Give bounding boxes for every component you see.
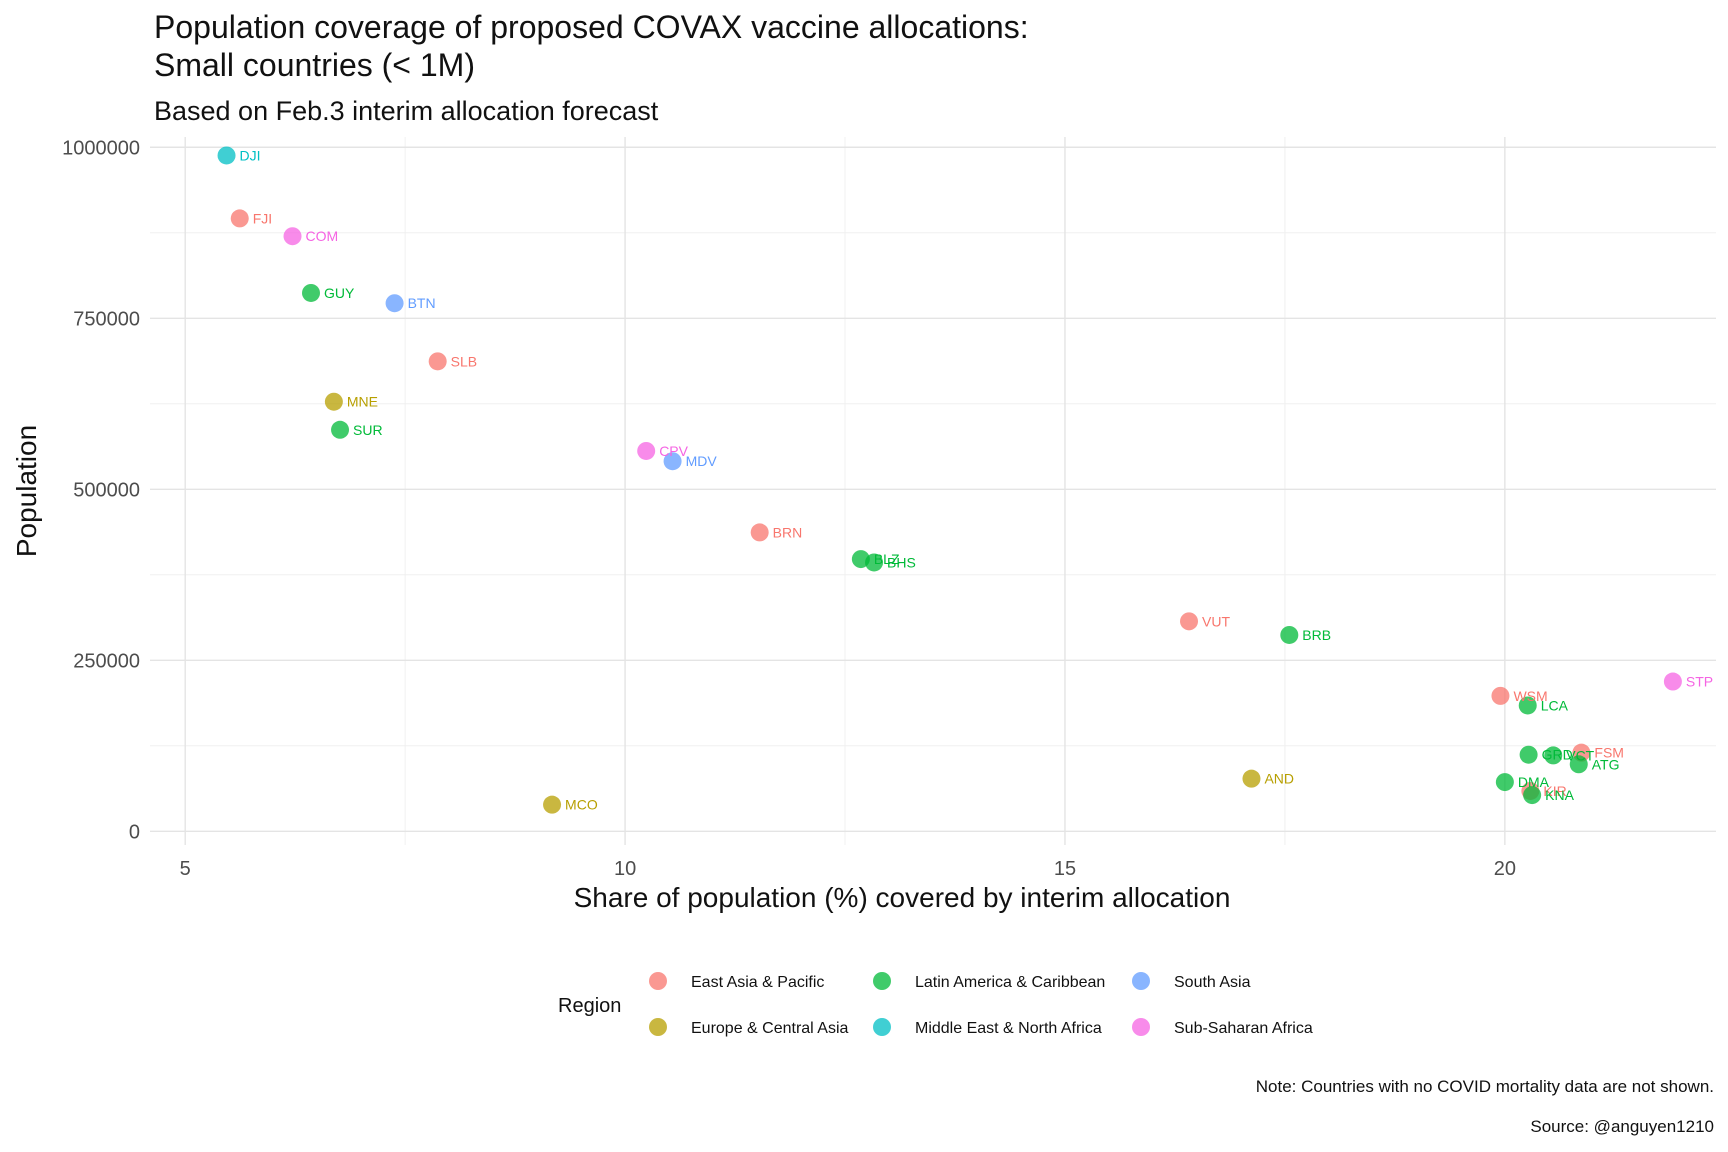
point-label: FJI [253, 210, 272, 226]
data-point [1523, 786, 1542, 805]
data-point [324, 392, 343, 411]
data-point [385, 294, 404, 313]
data-point [750, 523, 769, 542]
legend-swatch [873, 972, 891, 990]
chart-title-line-1: Population coverage of proposed COVAX va… [154, 9, 1029, 45]
legend-label: Europe & Central Asia [691, 1020, 849, 1037]
chart-subtitle: Based on Feb.3 interim allocation foreca… [154, 96, 659, 126]
x-tick-label: 15 [1054, 858, 1076, 880]
data-point [1518, 696, 1537, 715]
chart-note: Note: Countries with no COVID mortality … [1255, 1077, 1714, 1096]
data-point [1544, 746, 1563, 765]
legend-label: East Asia & Pacific [691, 974, 824, 991]
legend-swatch [649, 972, 667, 990]
y-tick-label: 0 [129, 821, 140, 843]
point-label: CPV [659, 443, 688, 459]
data-point [1280, 625, 1299, 644]
legend-label: Latin America & Caribbean [915, 974, 1105, 991]
point-label: COM [306, 228, 339, 244]
point-label: STP [1686, 674, 1713, 690]
point-label: AND [1264, 771, 1294, 787]
point-label: BLZ [874, 551, 900, 567]
data-point [637, 441, 656, 460]
y-tick-label: 250000 [73, 650, 140, 672]
data-point [1495, 773, 1514, 792]
point-label: FSM [1594, 745, 1624, 761]
legend-swatch [1132, 972, 1150, 990]
point-label: SLB [451, 353, 477, 369]
point-label: BHS [887, 554, 916, 570]
point-label: DJI [240, 147, 261, 163]
chart-title-line-2: Small countries (< 1M) [154, 47, 475, 83]
data-point [1242, 769, 1261, 788]
y-tick-label: 1000000 [62, 137, 140, 159]
data-point [865, 553, 884, 572]
point-label: ATG [1592, 756, 1620, 772]
x-axis-title: Share of population (%) covered by inter… [574, 882, 1231, 913]
point-label: BRB [1302, 627, 1331, 643]
chart-title: Population coverage of proposed COVAX va… [154, 8, 1029, 84]
data-point [331, 420, 350, 439]
point-label: VCT [1566, 747, 1594, 763]
chart-source: Source: @anguyen1210 [1530, 1117, 1714, 1136]
point-label: MNE [347, 394, 378, 410]
data-point [1180, 612, 1199, 631]
point-label: LCA [1541, 697, 1569, 713]
point-label: KIR [1543, 783, 1566, 799]
data-point [230, 209, 249, 228]
legend-label: Middle East & North Africa [915, 1020, 1102, 1037]
legend-title: Region [558, 995, 621, 1017]
legend-swatch [649, 1018, 667, 1036]
data-point [543, 795, 562, 814]
data-point [1519, 745, 1538, 764]
legend-label: South Asia [1174, 974, 1251, 991]
point-label: MDV [686, 453, 718, 469]
point-label: WSM [1513, 688, 1547, 704]
data-point [1663, 672, 1682, 691]
x-tick-label: 20 [1494, 858, 1516, 880]
point-label: DMA [1518, 774, 1550, 790]
data-point [663, 452, 682, 471]
x-tick-label: 10 [614, 858, 636, 880]
data-point [428, 352, 447, 371]
point-label: KNA [1545, 787, 1574, 803]
y-axis-title: Population [11, 425, 42, 557]
point-label: MCO [565, 797, 598, 813]
data-point [283, 227, 302, 246]
y-tick-label: 500000 [73, 479, 140, 501]
data-point [1569, 755, 1588, 774]
data-point [1491, 686, 1510, 705]
x-tick-label: 5 [180, 858, 191, 880]
y-tick-label: 750000 [73, 308, 140, 330]
legend-swatch [873, 1018, 891, 1036]
data-point [301, 283, 320, 302]
point-label: GRD [1542, 747, 1573, 763]
point-label: SUR [353, 422, 383, 438]
legend-swatch [1132, 1018, 1150, 1036]
point-label: BRN [773, 524, 803, 540]
point-label: GUY [324, 285, 355, 301]
point-label: VUT [1202, 613, 1230, 629]
legend-label: Sub-Saharan Africa [1174, 1020, 1313, 1037]
point-label: BTN [408, 295, 436, 311]
data-point [217, 146, 236, 165]
